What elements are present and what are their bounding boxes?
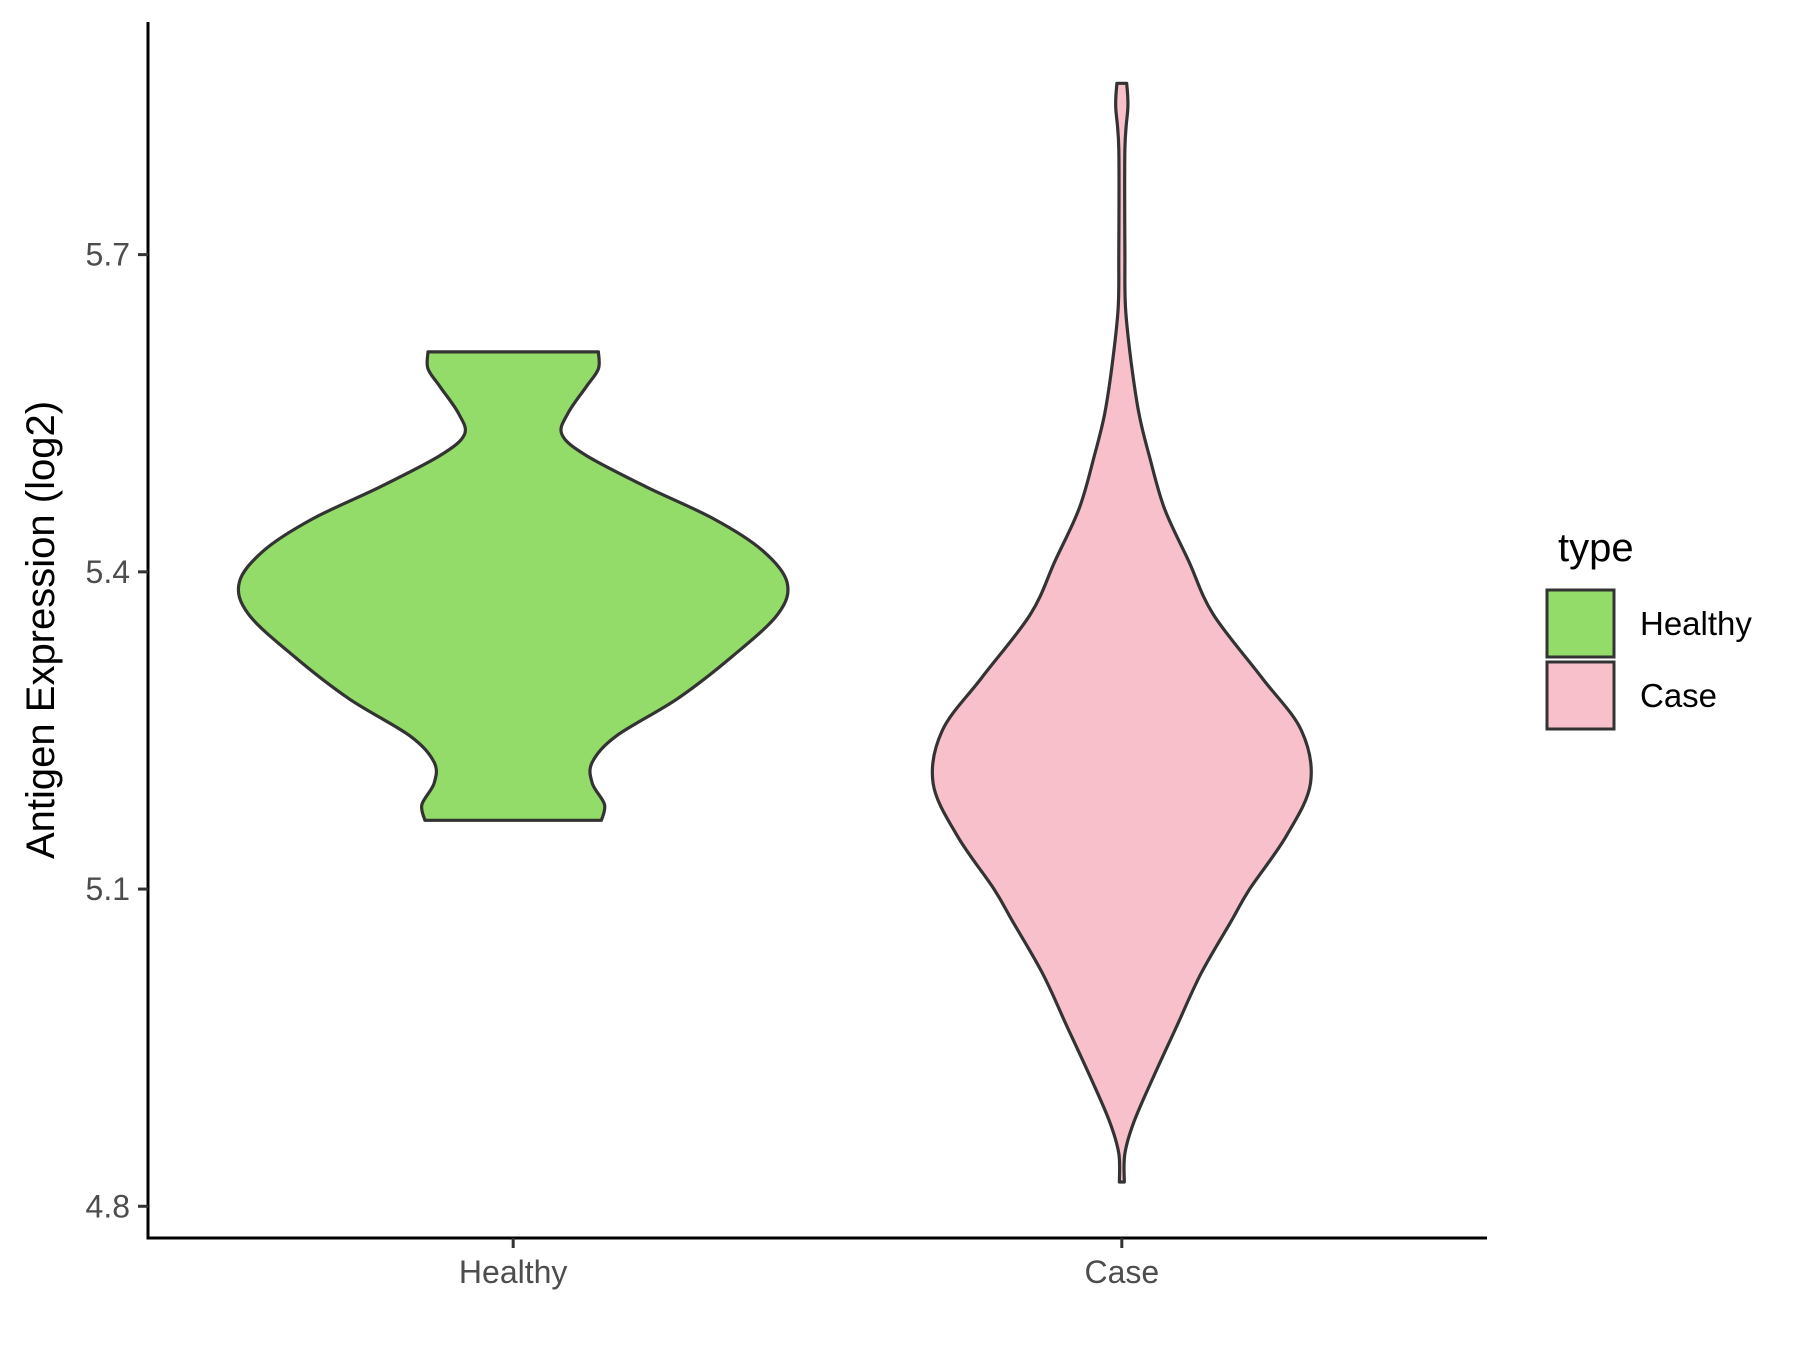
x-tick-label: Healthy: [459, 1254, 568, 1290]
legend-label-healthy: Healthy: [1640, 605, 1752, 642]
legend-items: Healthy Case: [1545, 588, 1752, 731]
violin-case: [930, 81, 1313, 1184]
violin-healthy: [236, 350, 790, 822]
legend: type Healthy Case: [1545, 526, 1752, 731]
legend-swatch-case: [1545, 660, 1616, 731]
y-tick-label: 5.7: [86, 237, 130, 273]
y-tick-label: 4.8: [86, 1188, 130, 1224]
y-tick-label: 5.1: [86, 871, 130, 907]
violin-layer: [236, 81, 1313, 1184]
y-axis-title: Antigen Expression (log2): [19, 401, 63, 859]
y-ticks: 4.8 5.1 5.4 5.7: [86, 237, 148, 1224]
x-ticks: Healthy Case: [459, 1238, 1159, 1290]
legend-label-case: Case: [1640, 677, 1717, 714]
legend-swatch-healthy: [1545, 588, 1616, 659]
y-tick-label: 5.4: [86, 554, 130, 590]
x-tick-label: Case: [1084, 1254, 1159, 1290]
legend-title: type: [1558, 526, 1634, 570]
axes: [146, 22, 1487, 1240]
